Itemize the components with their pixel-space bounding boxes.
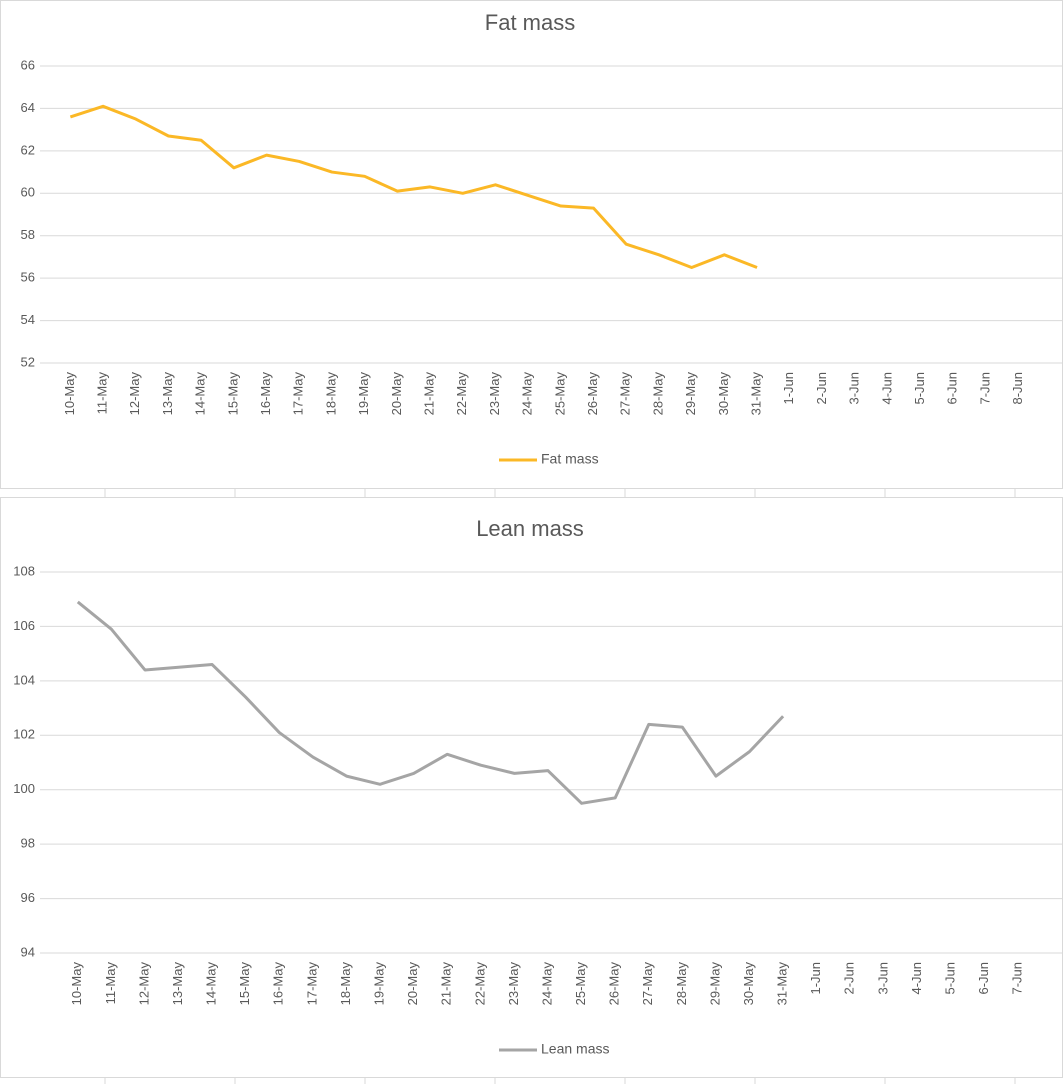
x-tick-label: 21-May [421,372,436,416]
x-tick-label: 16-May [271,962,286,1006]
data-line [76,600,785,805]
y-tick-label: 60 [21,185,35,200]
x-tick-label: 17-May [304,962,319,1006]
y-tick-label: 66 [21,57,35,72]
y-tick-label: 102 [13,727,35,742]
x-tick-label: 2-Jun [842,962,857,995]
x-tick-label: 13-May [160,372,175,416]
chart-title: Fat mass [485,10,575,35]
y-tick-label: 106 [13,618,35,633]
x-tick-label: 1-Jun [808,962,823,995]
x-tick-label: 25-May [573,962,588,1006]
x-tick-label: 15-May [225,372,240,416]
x-tick-label: 20-May [389,372,404,416]
x-tick-label: 6-Jun [945,372,960,405]
x-tick-label: 30-May [741,962,756,1006]
x-tick-label: 10-May [62,372,77,416]
x-tick-label: 2-Jun [814,372,829,405]
y-tick-label: 62 [21,142,35,157]
chart-title: Lean mass [476,516,584,541]
x-tick-label: 21-May [439,962,454,1006]
x-tick-label: 29-May [707,962,722,1006]
x-tick-label: 14-May [193,372,208,416]
y-tick-label: 94 [21,944,35,959]
chart-frame [0,0,1063,489]
x-tick-label: 16-May [258,372,273,416]
x-tick-label: 6-Jun [976,962,991,995]
x-tick-label: 26-May [585,372,600,416]
legend-label: Fat mass [541,451,599,467]
x-tick-label: 19-May [372,962,387,1006]
x-tick-label: 8-Jun [1010,372,1025,405]
x-tick-label: 10-May [69,962,84,1006]
x-tick-label: 4-Jun [879,372,894,405]
x-tick-label: 29-May [683,372,698,416]
x-tick-label: 7-Jun [1010,962,1025,995]
x-tick-label: 18-May [338,962,353,1006]
y-tick-label: 54 [21,312,35,327]
x-tick-label: 30-May [716,372,731,416]
x-tick-label: 31-May [748,372,763,416]
x-tick-label: 23-May [506,962,521,1006]
y-tick-label: 56 [21,270,35,285]
cell-lines [104,488,1016,1084]
x-tick-label: 20-May [405,962,420,1006]
x-tick-label: 13-May [170,962,185,1006]
x-tick-label: 3-Jun [847,372,862,405]
x-tick-label: 28-May [674,962,689,1006]
x-tick-label: 27-May [640,962,655,1006]
y-tick-label: 64 [21,100,35,115]
x-tick-label: 17-May [291,372,306,416]
y-tick-label: 58 [21,227,35,242]
x-tick-label: 5-Jun [942,962,957,995]
y-tick-label: 104 [13,672,35,687]
x-tick-label: 22-May [472,962,487,1006]
x-tick-label: 5-Jun [912,372,927,405]
x-tick-label: 24-May [539,962,554,1006]
x-tick-label: 18-May [323,372,338,416]
x-tick-label: 1-Jun [781,372,796,405]
x-tick-label: 11-May [94,372,109,415]
x-tick-label: 24-May [520,372,535,416]
x-tick-label: 15-May [237,962,252,1006]
x-tick-label: 11-May [103,962,118,1005]
x-tick-label: 27-May [618,372,633,416]
x-tick-label: 7-Jun [977,372,992,405]
x-tick-label: 23-May [487,372,502,416]
y-tick-label: 52 [21,354,35,369]
x-tick-label: 14-May [204,962,219,1006]
x-tick-label: 31-May [775,962,790,1006]
x-tick-label: 12-May [136,962,151,1006]
x-tick-label: 28-May [650,372,665,416]
chart-frame [0,497,1063,1078]
x-tick-label: 4-Jun [909,962,924,995]
x-tick-label: 26-May [607,962,622,1006]
y-tick-label: 96 [21,890,35,905]
legend-label: Lean mass [541,1041,609,1057]
y-tick-label: 108 [13,563,35,578]
x-tick-label: 3-Jun [875,962,890,995]
x-tick-label: 19-May [356,372,371,416]
data-line [69,104,758,270]
x-tick-label: 25-May [552,372,567,416]
y-tick-label: 98 [21,836,35,851]
y-tick-label: 100 [13,781,35,796]
x-tick-label: 12-May [127,372,142,416]
x-tick-label: 22-May [454,372,469,416]
